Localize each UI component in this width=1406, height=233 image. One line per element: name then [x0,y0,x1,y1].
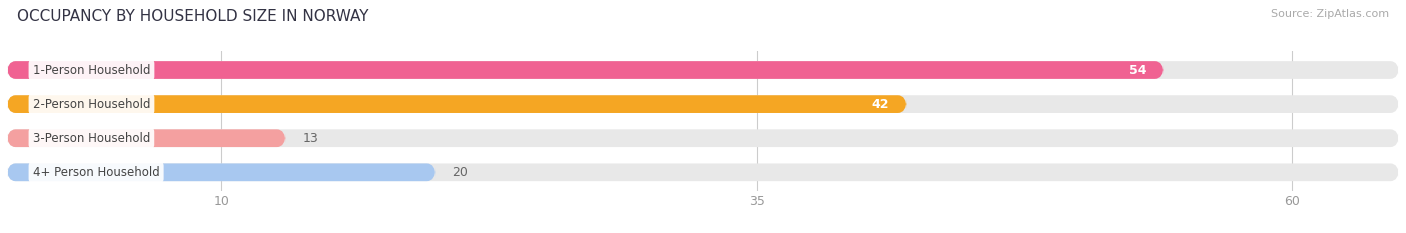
Text: 20: 20 [453,166,468,179]
FancyBboxPatch shape [7,61,1163,79]
FancyBboxPatch shape [7,95,1399,113]
FancyBboxPatch shape [7,95,907,113]
Text: 3-Person Household: 3-Person Household [32,132,150,145]
Text: Source: ZipAtlas.com: Source: ZipAtlas.com [1271,9,1389,19]
FancyBboxPatch shape [7,129,285,147]
Text: 2-Person Household: 2-Person Household [32,98,150,111]
FancyBboxPatch shape [7,129,1399,147]
Text: 54: 54 [1129,64,1146,76]
Text: 1-Person Household: 1-Person Household [32,64,150,76]
Text: 42: 42 [872,98,890,111]
Text: 13: 13 [302,132,318,145]
Text: 4+ Person Household: 4+ Person Household [32,166,159,179]
FancyBboxPatch shape [7,163,436,181]
FancyBboxPatch shape [7,61,1399,79]
FancyBboxPatch shape [7,163,1399,181]
Text: OCCUPANCY BY HOUSEHOLD SIZE IN NORWAY: OCCUPANCY BY HOUSEHOLD SIZE IN NORWAY [17,9,368,24]
